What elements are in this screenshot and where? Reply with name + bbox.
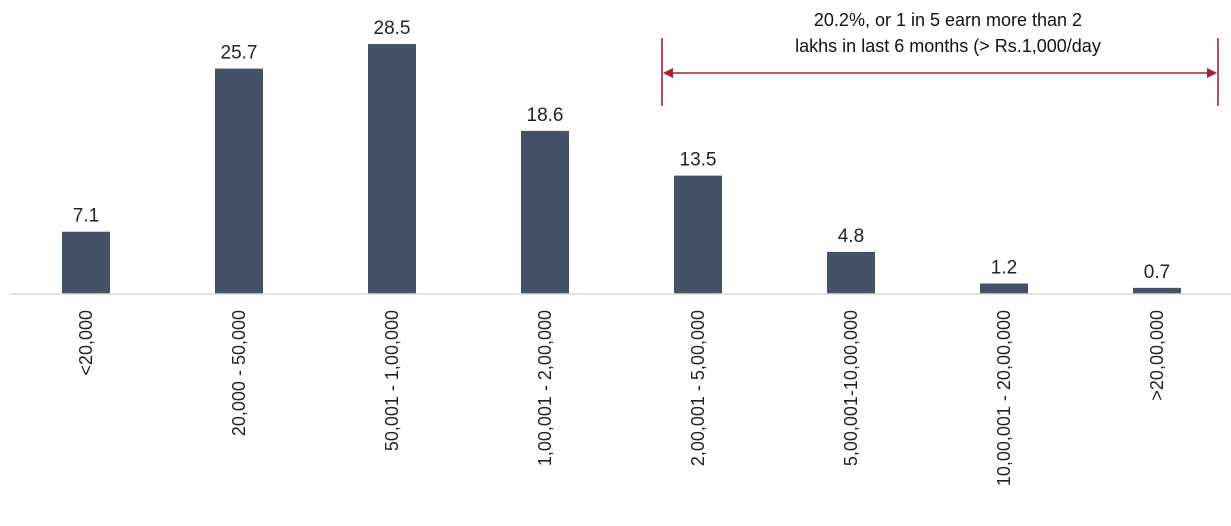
bar-7 — [1133, 287, 1181, 294]
data-label-1: 25.7 — [221, 43, 258, 64]
tick-label-5: 5,00,001-10,00,000 — [841, 310, 861, 466]
data-label-2: 28.5 — [374, 18, 411, 39]
tick-labels-layer: <20,000 20,000 - 50,000 50,001 - 1,00,000 1… — [76, 310, 1167, 486]
annotation-right-arrowhead — [1207, 68, 1217, 78]
tick-label-3: 1,00,001 - 2,00,000 — [535, 310, 555, 466]
bar-0 — [62, 231, 110, 294]
tick-label-1: 20,000 - 50,000 — [229, 310, 249, 436]
data-labels-layer: 7.1 25.7 28.5 18.6 13.5 4.8 1.2 0.7 — [73, 18, 1170, 283]
data-label-4: 13.5 — [680, 150, 717, 171]
tick-label-0: <20,000 — [76, 310, 96, 376]
tick-label-7: >20,00,000 — [1147, 310, 1167, 401]
bar-1 — [215, 68, 263, 295]
tick-label-4: 2,00,001 - 5,00,000 — [688, 310, 708, 466]
bars-layer — [62, 44, 1181, 295]
annotation-text-line-1: 20.2%, or 1 in 5 earn more than 2 — [814, 10, 1082, 30]
annotation-bracket: 20.2%, or 1 in 5 earn more than 2 lakhs … — [661, 10, 1219, 106]
data-label-7: 0.7 — [1144, 262, 1170, 283]
bar-5 — [827, 251, 875, 294]
bar-6 — [980, 283, 1028, 294]
bar-4 — [674, 175, 722, 294]
bar-3 — [521, 130, 569, 294]
annotation-text-line-2: lakhs in last 6 months (> Rs.1,000/day — [795, 36, 1101, 56]
data-label-6: 1.2 — [991, 257, 1017, 278]
data-label-5: 4.8 — [838, 226, 864, 247]
data-label-0: 7.1 — [73, 206, 99, 227]
tick-label-2: 50,001 - 1,00,000 — [382, 310, 402, 451]
bar-2 — [368, 44, 416, 295]
annotation-left-arrowhead — [663, 68, 673, 78]
data-label-3: 18.6 — [527, 105, 564, 126]
tick-label-6: 10,00,001 - 20,00,000 — [994, 310, 1014, 486]
